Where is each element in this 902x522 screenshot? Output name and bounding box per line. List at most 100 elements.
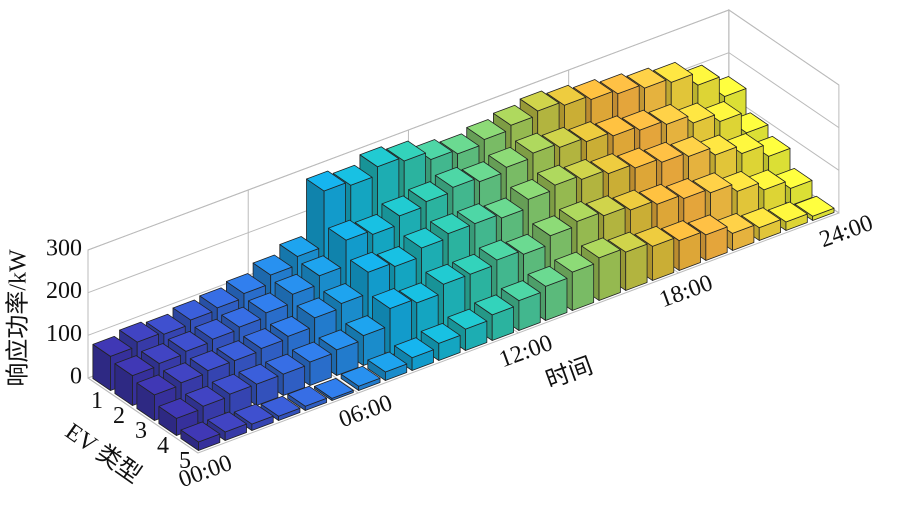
bar-top xyxy=(119,321,159,343)
bar-top xyxy=(626,67,667,89)
bar-top xyxy=(372,288,412,309)
bar xyxy=(367,351,408,381)
y-tick-label: 2 xyxy=(113,403,125,429)
bar-top xyxy=(318,329,359,351)
bar-top xyxy=(345,315,386,337)
x-axis-label: 时间 xyxy=(542,352,596,394)
bar-top xyxy=(172,299,213,321)
bar-top xyxy=(434,166,475,188)
bar-top xyxy=(398,282,439,304)
bar-top xyxy=(447,308,488,330)
bar-top xyxy=(634,225,675,247)
bar-top xyxy=(599,73,640,95)
bar-top xyxy=(607,231,648,253)
bar-top xyxy=(483,197,524,219)
bar-top xyxy=(515,132,555,154)
bar xyxy=(340,365,381,391)
bar-top xyxy=(612,189,653,211)
bar-top xyxy=(493,104,533,126)
bar-top xyxy=(233,403,274,425)
x-tick-label: 24:00 xyxy=(816,210,876,253)
z-tick-label: 100 xyxy=(46,321,82,347)
bar-top xyxy=(590,153,631,175)
bar-top xyxy=(306,170,346,192)
bar-top xyxy=(354,214,395,235)
bar-top xyxy=(456,203,497,225)
y-tick-label: 3 xyxy=(135,418,147,444)
bar xyxy=(158,398,199,436)
bar-top xyxy=(381,195,422,217)
bar-top xyxy=(376,246,417,267)
bar-top xyxy=(554,251,595,273)
bar-top xyxy=(269,315,310,337)
bar-top xyxy=(225,273,266,294)
bar-top xyxy=(692,172,733,194)
y-tick-label: 1 xyxy=(91,388,103,414)
bar-top xyxy=(394,337,434,359)
bar-top xyxy=(163,362,203,384)
bar xyxy=(287,385,328,411)
bar-top xyxy=(585,195,626,217)
bar-top xyxy=(661,220,701,242)
bar-top xyxy=(221,306,262,328)
y-tick-label: 5 xyxy=(179,448,191,474)
bar-top xyxy=(386,140,426,162)
bar-top xyxy=(296,297,337,319)
bar-top xyxy=(403,227,444,249)
bar-top xyxy=(274,273,315,295)
bar-top xyxy=(301,255,342,277)
bar-top xyxy=(323,283,364,304)
bar-front xyxy=(598,249,621,301)
grid-line xyxy=(87,250,199,454)
z-tick-label: 200 xyxy=(46,278,82,304)
bar-top xyxy=(252,254,293,276)
bar-top xyxy=(145,313,186,335)
x-tick-label: 06:00 xyxy=(336,390,396,433)
bar-top xyxy=(452,253,492,275)
bar-top xyxy=(461,161,502,183)
bar-top xyxy=(167,330,208,352)
bar-top xyxy=(568,121,609,143)
bar-top xyxy=(621,109,662,131)
bar xyxy=(180,421,221,451)
bar-top xyxy=(741,207,782,229)
bar-top xyxy=(420,323,461,344)
bar xyxy=(313,377,354,401)
bar-top xyxy=(425,263,466,285)
bar-top xyxy=(573,79,613,100)
bar-top xyxy=(180,421,221,443)
bar-top xyxy=(243,328,284,349)
bar-top xyxy=(216,340,257,362)
z-tick-label: 0 xyxy=(70,364,82,390)
bar-top xyxy=(211,373,252,395)
bar-top xyxy=(265,353,306,375)
bar-top xyxy=(359,146,400,168)
bar-top xyxy=(247,292,288,314)
bar-top xyxy=(794,195,835,217)
bar-top xyxy=(767,201,808,223)
bar-top xyxy=(332,164,373,186)
bar-top xyxy=(527,265,568,287)
bar-top xyxy=(500,280,541,302)
bar-top xyxy=(488,146,529,168)
x-tick-label: 18:00 xyxy=(656,270,716,313)
bar-top xyxy=(158,398,199,419)
bar-top xyxy=(670,136,711,157)
bar-top xyxy=(559,201,599,222)
bar-top xyxy=(639,183,679,205)
x-tick-label: 12:00 xyxy=(496,330,556,373)
bar-top xyxy=(408,181,448,203)
bar-top xyxy=(92,335,133,357)
bar-top xyxy=(328,219,368,241)
bar-top xyxy=(430,213,470,235)
bar-top xyxy=(194,318,235,340)
bar xyxy=(207,411,247,441)
bar-top xyxy=(439,133,480,155)
bar-top xyxy=(367,351,408,373)
bar-top xyxy=(519,90,560,112)
bar-top xyxy=(313,377,354,399)
bar-top xyxy=(537,164,577,186)
bar-top xyxy=(136,374,177,396)
bar-top xyxy=(287,385,328,407)
